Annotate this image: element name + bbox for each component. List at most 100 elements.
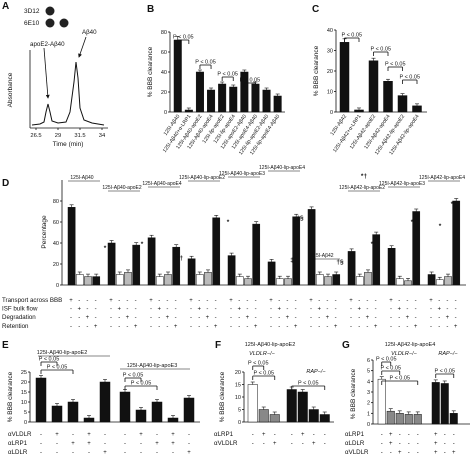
bar-F (269, 414, 280, 423)
row-sign-D: + (94, 324, 98, 330)
row-sign-F: - (324, 432, 326, 438)
row-sign-D: + (429, 298, 433, 304)
row-sign-D: - (206, 298, 208, 304)
row-sign-D: - (318, 298, 320, 304)
row-sign-D: - (286, 307, 288, 313)
y-tick-label-E: 5 (24, 410, 27, 416)
y-axis-title-B: % BBB clearance (147, 46, 154, 97)
row-sign-D: - (110, 307, 112, 313)
sig-marker-D: *† (361, 173, 368, 180)
annotation-arrow (43, 47, 50, 99)
row-label-E: αLRP1 (8, 440, 28, 447)
p-value-label: P < 0.05 (370, 47, 391, 53)
y-tick-label-E: 25 (21, 370, 27, 376)
row-sign-D: - (366, 324, 368, 330)
row-sign-D: - (438, 315, 440, 321)
row-sign-D: + (349, 298, 353, 304)
row-sign-D: - (215, 315, 217, 321)
row-sign-D: - (118, 298, 120, 304)
y-tick-label-E: 0 (24, 420, 27, 426)
row-sign-D: + (206, 315, 210, 321)
row-sign-G: - (381, 441, 383, 447)
bar-D (404, 280, 412, 286)
row-label-F: αVLDLR (214, 440, 238, 447)
row-sign-D: - (310, 307, 312, 313)
row-sign-G: + (398, 450, 402, 456)
bar-D (227, 255, 236, 286)
sig-marker-D: * (411, 219, 414, 226)
row-sign-D: - (86, 324, 88, 330)
row-sign-D: - (150, 324, 152, 330)
y-axis-title-E: % BBB clearance (7, 371, 14, 422)
y-tick-label-E: 20 (21, 380, 27, 386)
row-sign-D: - (375, 307, 377, 313)
bar-B (184, 109, 193, 113)
row-sign-E: + (55, 432, 59, 438)
group-label-D: 125I-Aβ40 (70, 175, 93, 181)
row-sign-D: + (454, 324, 458, 330)
row-sign-D: - (95, 307, 97, 313)
row-sign-E: + (87, 441, 91, 447)
row-sign-G: + (434, 432, 438, 438)
row-sign-E: + (103, 450, 107, 456)
p-value-label: P < 0.05 (298, 381, 319, 387)
row-sign-E: - (56, 450, 58, 456)
row-sign-G: - (399, 432, 401, 438)
sig-marker-D: ‡ (216, 259, 220, 266)
row-label-D: Transport across BBB (2, 297, 62, 304)
row-sign-D: - (110, 324, 112, 330)
row-sign-D: - (335, 315, 337, 321)
row-sign-D: - (135, 307, 137, 313)
blot-label-6E10: 6E10 (24, 20, 40, 27)
row-sign-E: - (188, 441, 190, 447)
row-sign-D: + (414, 324, 418, 330)
row-sign-D: + (286, 315, 290, 321)
row-sign-D: + (246, 315, 250, 321)
row-sign-D: + (254, 324, 258, 330)
y-tick-label-C: 0 (330, 110, 333, 116)
row-sign-D: + (269, 298, 273, 304)
bar-D (427, 274, 436, 286)
row-sign-E: - (40, 432, 42, 438)
row-sign-D: - (446, 324, 448, 330)
y-tick-label-D: 20 (53, 262, 59, 268)
y-tick-label-C: 40 (327, 28, 333, 34)
row-sign-D: + (317, 307, 321, 313)
bar-C (412, 105, 422, 113)
bar-D (332, 274, 341, 286)
row-sign-D: - (415, 307, 417, 313)
blot-dot (45, 18, 55, 28)
bar-D (187, 258, 196, 286)
row-sign-D: - (270, 315, 272, 321)
row-sign-G: - (417, 450, 419, 456)
row-sign-D: - (166, 307, 168, 313)
y-tick-label-B: 80 (161, 30, 167, 36)
bar-G (431, 382, 440, 425)
row-sign-D: - (95, 298, 97, 304)
group-label-D: 125I-Aβ42 (310, 253, 333, 259)
row-sign-E: - (40, 441, 42, 447)
p-value-label: P < 0.05 (47, 365, 68, 371)
x-tick-label-A: 26.5 (30, 133, 41, 139)
row-sign-G: + (389, 432, 393, 438)
row-sign-D: + (406, 315, 410, 321)
row-sign-D: + (397, 307, 401, 313)
row-sign-D: - (126, 307, 128, 313)
bar-G (395, 413, 404, 425)
row-sign-D: - (335, 298, 337, 304)
bar-F (319, 414, 330, 423)
row-sign-D: - (335, 307, 337, 313)
bar-D (195, 274, 204, 286)
row-sign-D: - (158, 315, 160, 321)
row-sign-D: - (390, 324, 392, 330)
row-sign-G: + (389, 441, 393, 447)
group-label-D: 125I-Aβ40-apoE2 (102, 185, 142, 191)
bar-D (284, 278, 292, 286)
p-value-label: P < 0.05 (385, 62, 406, 68)
row-sign-E: + (171, 441, 175, 447)
row-sign-D: - (175, 307, 177, 313)
group-label-D: 125I-Aβ42-lip-apoE2 (339, 185, 385, 191)
y-axis-title-A: Absorbance (7, 72, 14, 107)
bar-D (67, 207, 76, 286)
